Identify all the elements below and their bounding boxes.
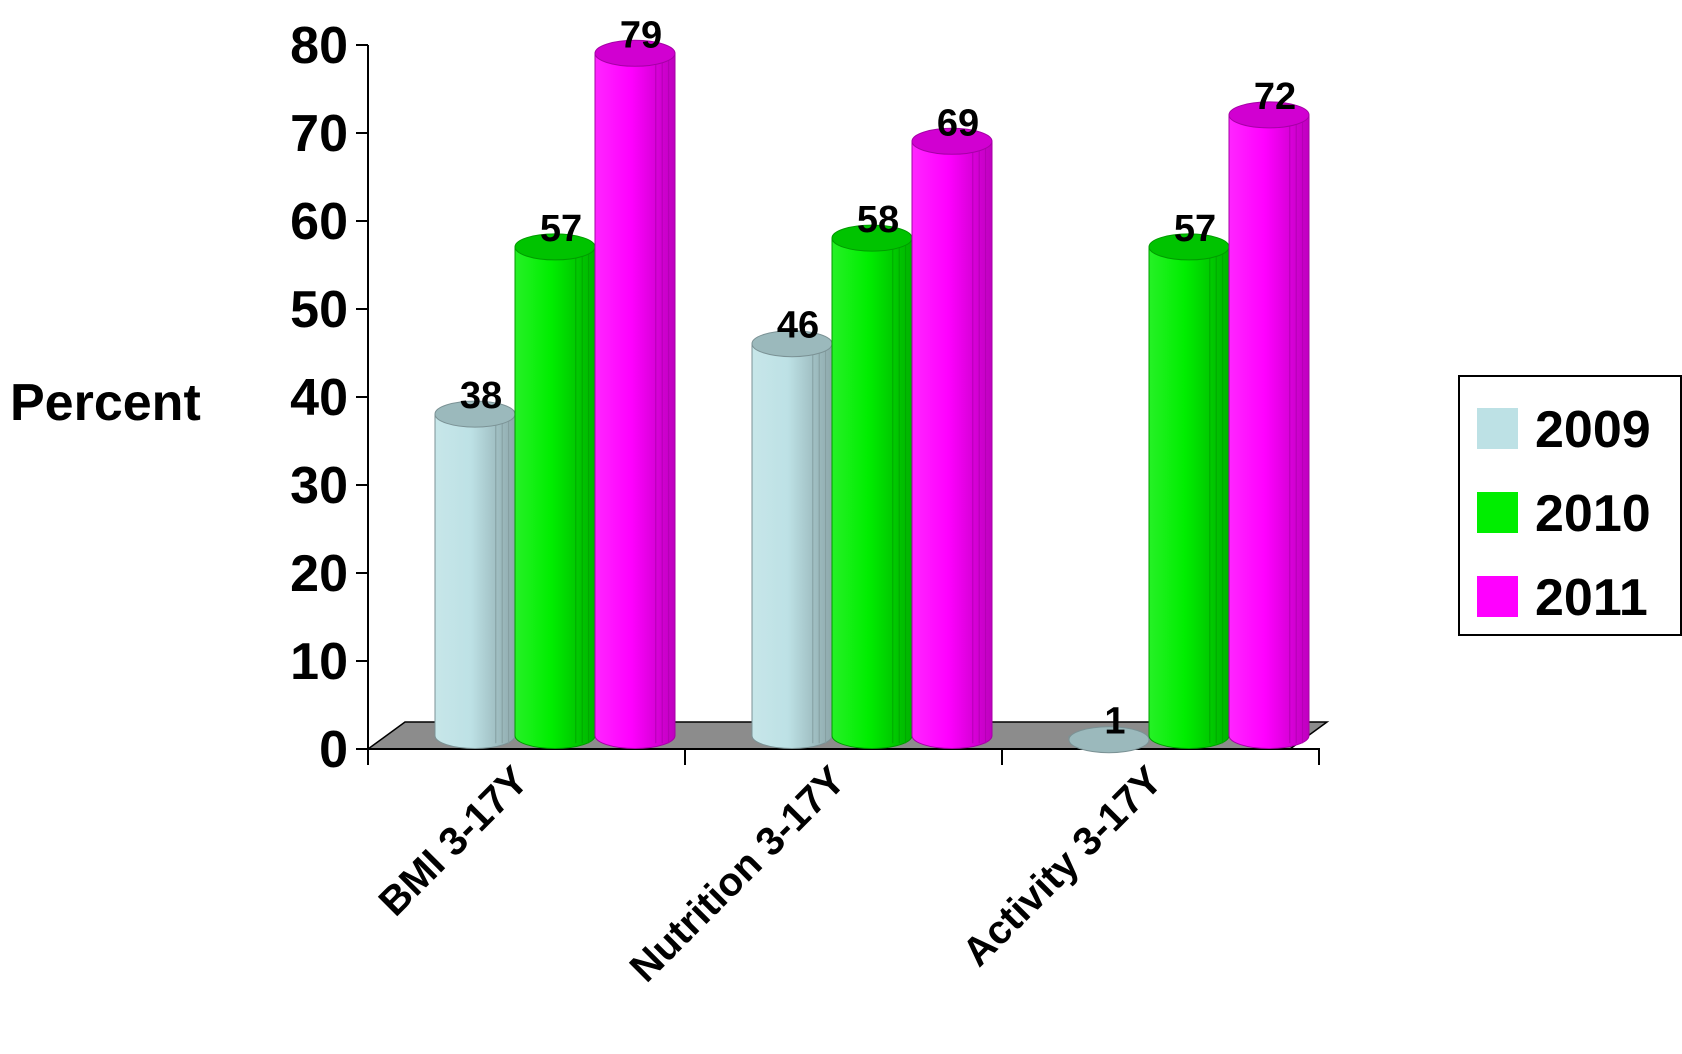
category-label: BMI 3-17Y	[371, 758, 538, 925]
y-tick-label: 20	[290, 545, 348, 603]
data-label: 58	[857, 199, 899, 241]
bar-2011-2	[1228, 101, 1310, 749]
y-tick-label: 40	[290, 369, 348, 427]
bars-group	[434, 39, 1310, 754]
bar-2010-1	[831, 224, 913, 749]
data-label: 1	[1104, 701, 1125, 743]
y-tick-label: 0	[319, 721, 348, 779]
y-tick-label: 70	[290, 105, 348, 163]
y-tick-label: 60	[290, 193, 348, 251]
bar-body	[434, 413, 516, 749]
y-tick-label: 30	[290, 457, 348, 515]
bar-top	[1228, 101, 1310, 129]
data-label: 69	[937, 102, 979, 144]
data-label: 72	[1254, 76, 1296, 118]
bar-2009-2	[1068, 726, 1150, 754]
legend-swatch-2009	[1477, 408, 1518, 449]
bar-top	[594, 39, 676, 67]
legend-label-2011: 2011	[1535, 569, 1648, 627]
bar-2011-0	[594, 39, 676, 749]
legend: 2009 2010 2011	[1458, 375, 1682, 636]
category-labels: BMI 3-17Y Nutrition 3-17Y Activity 3-17Y	[371, 758, 1172, 991]
bar-body	[594, 52, 676, 749]
data-label: 79	[620, 14, 662, 56]
data-label: 57	[540, 208, 582, 250]
category-label: Nutrition 3-17Y	[622, 758, 854, 990]
bar-2011-1	[911, 127, 993, 749]
y-axis-ticks: 0 10 20 30 40 50 60 70 80	[290, 17, 368, 779]
y-tick-label: 10	[290, 633, 348, 691]
data-labels: 38 57 79 46 58 69 1 57 72	[460, 14, 1296, 742]
legend-label-2009: 2009	[1535, 401, 1651, 459]
bar-body	[911, 140, 993, 749]
bar-2009-1	[751, 330, 833, 749]
legend-swatch-2011	[1477, 576, 1518, 617]
x-axis-ticks	[367, 749, 1320, 765]
bar-2010-0	[514, 233, 596, 749]
legend-label-2010: 2010	[1535, 485, 1651, 543]
bar-2009-0	[434, 400, 516, 749]
legend-swatch-2010	[1477, 492, 1518, 533]
bar-top	[1068, 726, 1150, 754]
category-label: Activity 3-17Y	[954, 758, 1171, 975]
bar-body	[514, 246, 596, 749]
bar-body	[1228, 114, 1310, 749]
bar-body	[751, 343, 833, 749]
y-tick-label: 80	[290, 17, 348, 75]
bar-body	[831, 237, 913, 749]
bar-top	[911, 127, 993, 155]
data-label: 46	[777, 305, 819, 347]
y-tick-label: 50	[290, 281, 348, 339]
y-axis-label: Percent	[10, 374, 201, 432]
data-label: 57	[1174, 208, 1216, 250]
data-label: 38	[460, 375, 502, 417]
bar-body	[1148, 246, 1230, 749]
bar-2010-2	[1148, 233, 1230, 749]
